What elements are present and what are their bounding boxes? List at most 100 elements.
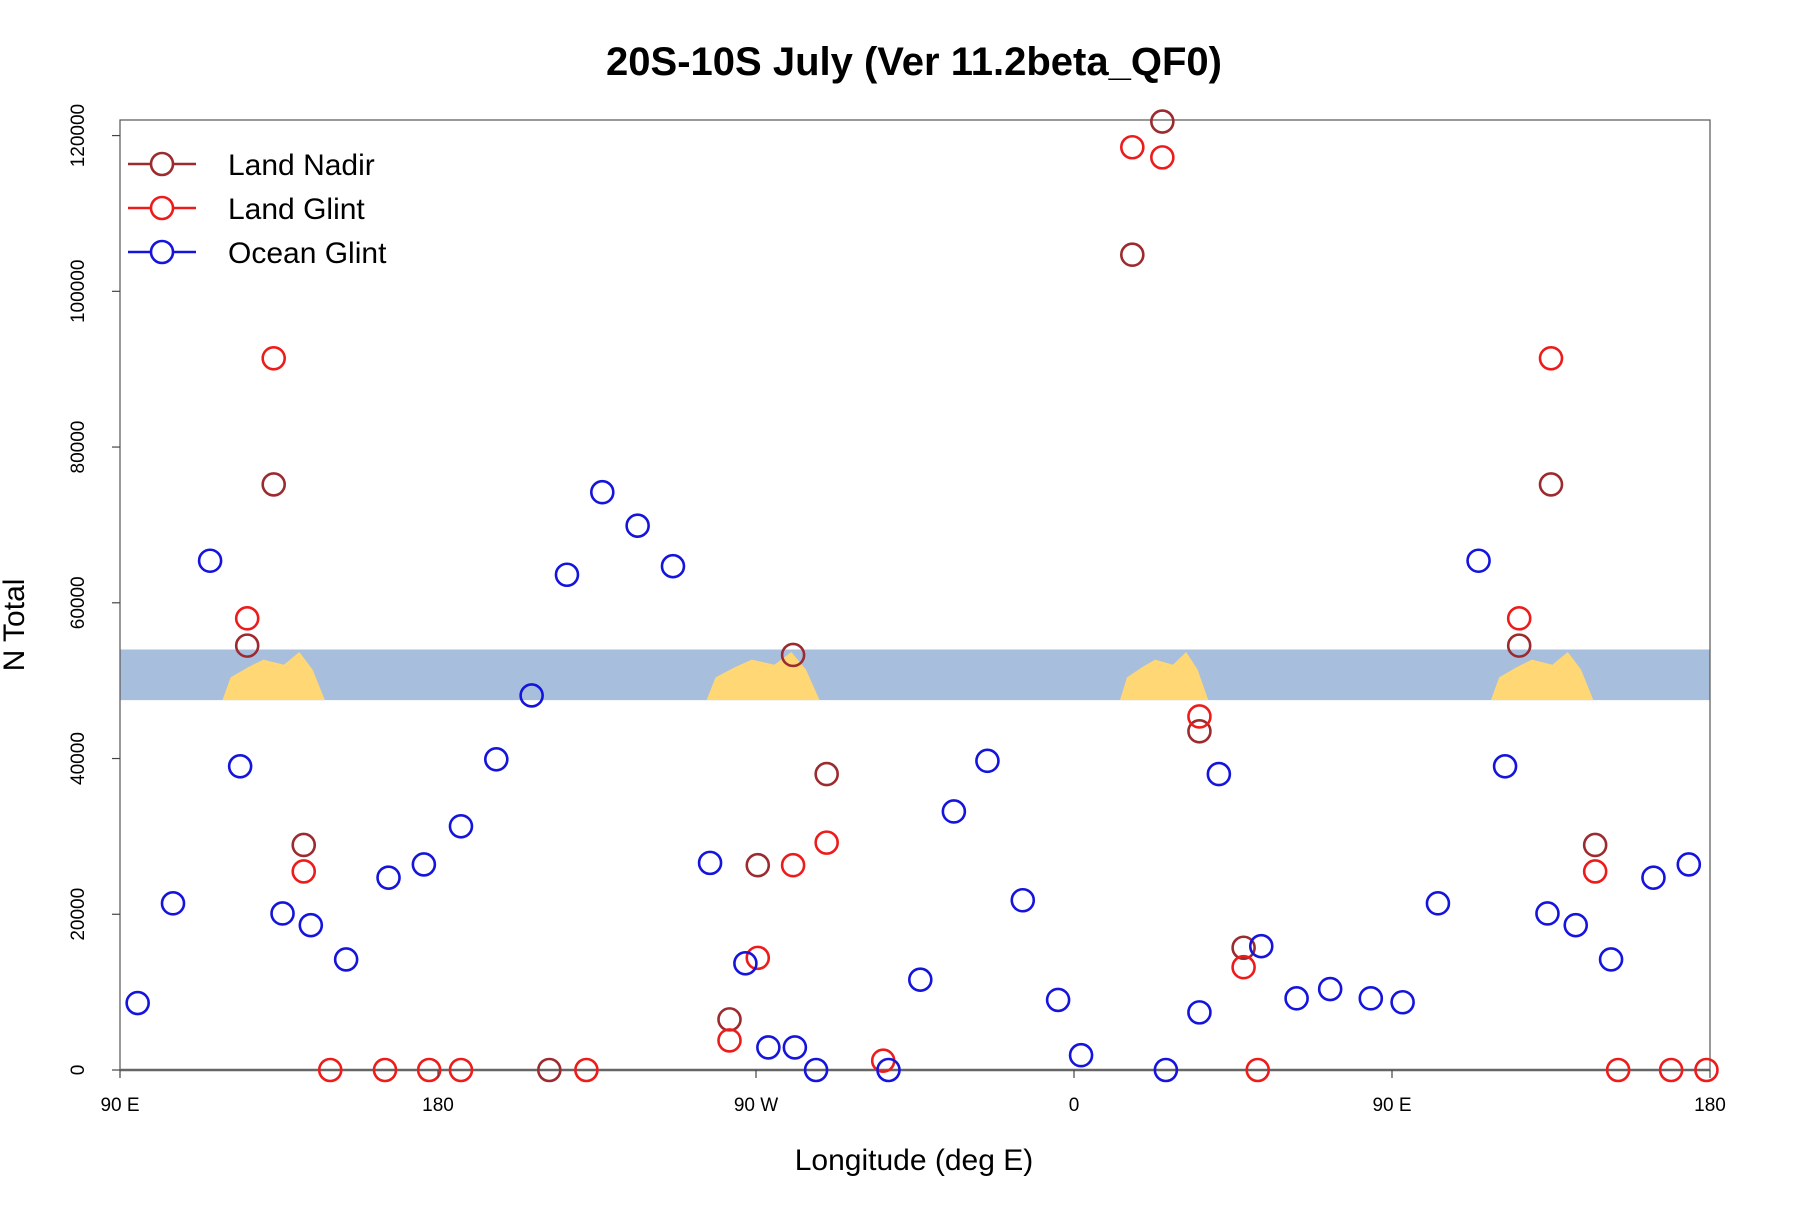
data-point [1506,633,1532,658]
data-point [554,562,580,588]
data-point [1120,242,1145,268]
data-point [1425,891,1451,916]
data-point [298,912,324,938]
legend-label: Land Glint [228,193,365,226]
data-point [1010,887,1036,913]
data-point [536,1057,562,1083]
data-point [1605,1057,1631,1083]
data-point [717,1028,742,1053]
data-point [1538,472,1564,497]
land-africa [1119,652,1209,701]
data-point [574,1057,599,1083]
data-point [625,513,650,538]
data-point [1068,1042,1094,1068]
data-point [589,479,615,505]
data-point [803,1057,829,1083]
data-point [1582,832,1608,858]
x-axis-title: Longitude (deg E) [795,1144,1034,1177]
map-strip-ocean [120,649,1710,701]
y-tick-label: 20000 [68,888,89,941]
data-point [1317,976,1343,1002]
data-point [1187,1000,1212,1025]
legend-marker [149,239,175,265]
y-tick-label: 60000 [68,576,89,629]
x-tick-label: 90 E [100,1095,139,1116]
series-land-glint [234,134,1719,1083]
x-tick-label: 90 W [734,1095,778,1116]
x-tick-label: 180 [422,1095,454,1116]
data-point [780,852,806,878]
legend-label: Land Nadir [228,149,375,182]
data-point [1582,859,1608,884]
data-point [1248,933,1274,959]
data-point [483,747,509,772]
data-point [814,761,839,787]
data-point [941,799,967,824]
data-point [448,1057,474,1083]
data-point [261,472,287,497]
data-point [975,748,1000,774]
data-point [1206,761,1232,787]
data-point [1676,852,1702,877]
data-point [1150,109,1175,134]
data-point [697,850,723,876]
legend-label: Ocean Glint [228,237,387,270]
data-point [745,852,771,878]
data-point [660,553,686,579]
legend-item: Land Glint [128,193,365,226]
chart-title: 20S-10S July (Ver 11.2beta_QF0) [606,40,1222,84]
series-ocean-glint [125,479,1702,1083]
x-axis: 90 E 180 90 W 0 90 E 180 [100,1070,1726,1116]
data-point [1231,954,1256,980]
data-point [519,683,544,708]
legend-marker [149,151,175,177]
data-point [1245,1057,1271,1083]
land-australia-2 [1490,652,1594,701]
data-point [1694,1057,1719,1083]
land-south-america [706,652,820,701]
data-point [227,754,253,779]
data-point [780,642,806,668]
data-point [376,865,401,890]
y-axis: 0 20000 40000 60000 80000 100000 120000 [68,104,120,1075]
data-point [782,1035,808,1060]
data-point [1492,754,1518,779]
x-tick-label: 0 [1069,1095,1080,1116]
land-australia [222,652,325,701]
data-point [1506,606,1532,631]
series-land-nadir [234,109,1608,1083]
data-point [234,633,260,658]
y-tick-label: 100000 [68,260,89,323]
data-point [291,832,317,858]
data-point [1358,986,1384,1011]
data-point [197,548,223,574]
data-point [125,990,150,1016]
data-point [876,1057,901,1083]
data-point [1641,865,1666,890]
data-point [814,830,839,855]
data-point [411,852,437,877]
legend: Land Nadir Land Glint Ocean Glint [128,149,387,270]
data-point [1538,345,1564,371]
data-point [1598,947,1624,972]
data-point [1563,912,1589,938]
data-point [756,1035,781,1060]
y-tick-label: 40000 [68,732,89,785]
data-point [261,345,287,371]
data-point [1187,718,1212,744]
data-point [1658,1057,1684,1083]
data-point [372,1057,398,1083]
y-axis-title: N Total [0,579,31,672]
data-point [1153,1057,1179,1083]
y-tick-label: 80000 [68,421,89,474]
data-point [448,813,474,839]
legend-item: Ocean Glint [128,237,387,270]
data-point [234,606,260,631]
data-point [291,859,317,884]
data-point [416,1057,442,1083]
y-tick-label: 0 [68,1065,89,1076]
data-point [317,1057,343,1083]
data-point [1466,548,1491,574]
y-tick-label: 120000 [68,104,89,167]
